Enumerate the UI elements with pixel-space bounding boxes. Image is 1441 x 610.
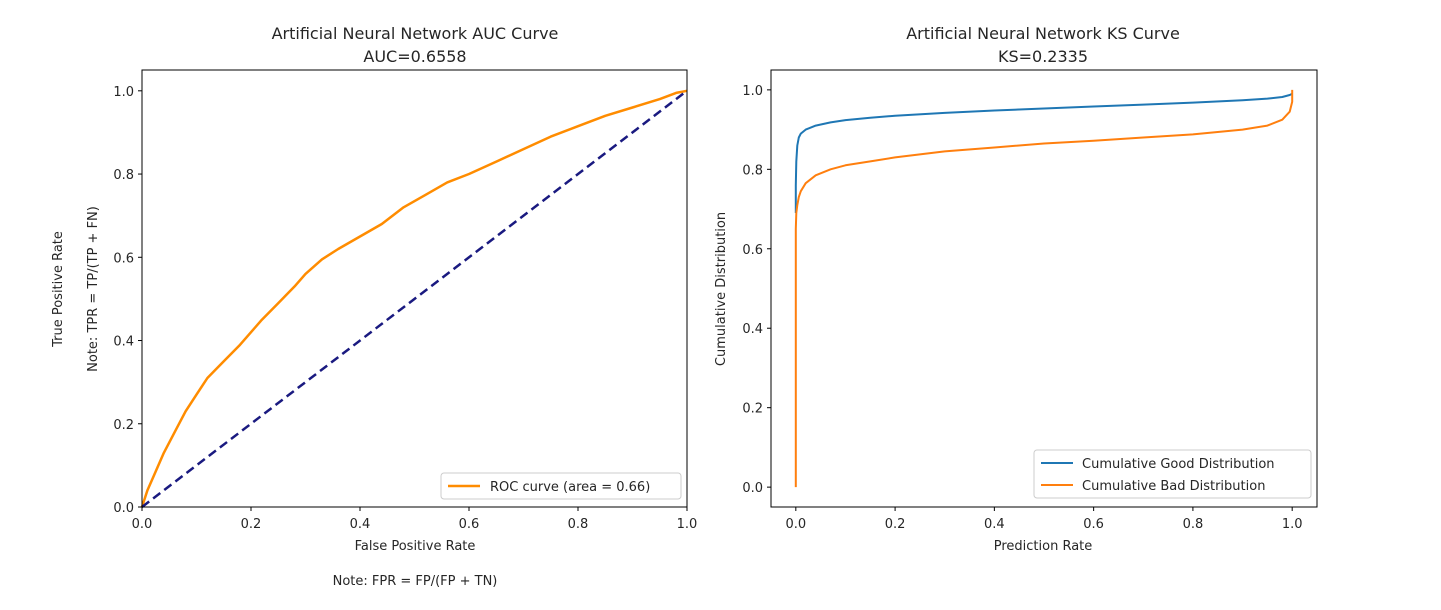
roc-x-ticks: 0.0 0.2 0.4 0.6 0.8 1.0 xyxy=(132,507,698,532)
roc-y-ticks: 0.0 0.2 0.4 0.6 0.8 1.0 xyxy=(113,85,142,516)
roc-legend: ROC curve (area = 0.66) xyxy=(440,472,682,500)
ks-chart: Artificial Neural Network KS Curve KS=0.… xyxy=(714,24,1318,554)
roc-y-axis-label: True Positive Rate xyxy=(51,231,66,348)
roc-y-tick-label: 0.0 xyxy=(113,501,134,516)
ks-legend-box xyxy=(1033,449,1312,499)
ks-legend-label-bad: Cumulative Bad Distribution xyxy=(1082,479,1265,494)
roc-plot-lines xyxy=(140,89,688,508)
ks-x-tick-label: 0.0 xyxy=(785,517,806,532)
ks-legend-label-good: Cumulative Good Distribution xyxy=(1082,457,1275,472)
roc-y-tick-label: 1.0 xyxy=(113,85,134,100)
ks-plot-lines xyxy=(794,89,1294,488)
ks-legend: Cumulative Good Distribution Cumulative … xyxy=(1033,449,1312,499)
ks-y-tick-label: 0.4 xyxy=(742,322,763,337)
roc-chart-title: Artificial Neural Network AUC Curve xyxy=(272,24,559,43)
roc-series-line-1 xyxy=(141,89,688,508)
ks-x-tick-label: 0.2 xyxy=(885,517,906,532)
ks-y-axis-label: Cumulative Distribution xyxy=(714,212,729,366)
ks-x-ticks: 0.0 0.2 0.4 0.6 0.8 1.0 xyxy=(785,507,1303,532)
ks-y-ticks: 0.0 0.2 0.4 0.6 0.8 1.0 xyxy=(742,84,771,496)
roc-y-tick-label: 0.2 xyxy=(113,418,134,433)
roc-y-tick-label: 0.4 xyxy=(113,335,134,350)
ks-chart-subtitle: KS=0.2335 xyxy=(998,47,1088,66)
roc-x-tick-label: 0.0 xyxy=(132,517,153,532)
ks-chart-title: Artificial Neural Network KS Curve xyxy=(906,24,1180,43)
roc-series-line-0 xyxy=(140,89,688,508)
ks-series-line-0 xyxy=(794,92,1293,213)
ks-x-tick-label: 0.8 xyxy=(1183,517,1204,532)
ks-x-tick-label: 0.4 xyxy=(984,517,1005,532)
roc-y-tick-label: 0.6 xyxy=(113,251,134,266)
ks-x-axis-label: Prediction Rate xyxy=(994,539,1093,554)
roc-note-fpr: Note: FPR = FP/(FP + TN) xyxy=(333,574,498,589)
roc-plot-frame xyxy=(141,69,688,508)
roc-legend-label: ROC curve (area = 0.66) xyxy=(490,480,650,495)
roc-legend-box xyxy=(440,472,682,500)
ks-x-tick-label: 0.6 xyxy=(1083,517,1104,532)
ks-series-line-1 xyxy=(794,89,1294,488)
roc-x-axis-label: False Positive Rate xyxy=(355,539,476,554)
ks-plot-frame xyxy=(770,69,1318,508)
roc-chart: Artificial Neural Network AUC Curve AUC=… xyxy=(51,24,697,589)
roc-chart-subtitle: AUC=0.6558 xyxy=(363,47,466,66)
roc-x-tick-label: 0.8 xyxy=(568,517,589,532)
ks-y-tick-label: 0.0 xyxy=(742,481,763,496)
roc-x-tick-label: 0.2 xyxy=(241,517,262,532)
ks-y-tick-label: 1.0 xyxy=(742,84,763,99)
ks-y-tick-label: 0.8 xyxy=(742,163,763,178)
ks-x-tick-label: 1.0 xyxy=(1282,517,1303,532)
roc-x-tick-label: 1.0 xyxy=(677,517,698,532)
roc-y-tick-label: 0.8 xyxy=(113,168,134,183)
roc-y-axis-note: Note: TPR = TP/(TP + FN) xyxy=(86,206,101,372)
roc-x-tick-label: 0.4 xyxy=(350,517,371,532)
roc-x-tick-label: 0.6 xyxy=(459,517,480,532)
ks-y-tick-label: 0.6 xyxy=(742,243,763,258)
ks-y-tick-label: 0.2 xyxy=(742,402,763,417)
